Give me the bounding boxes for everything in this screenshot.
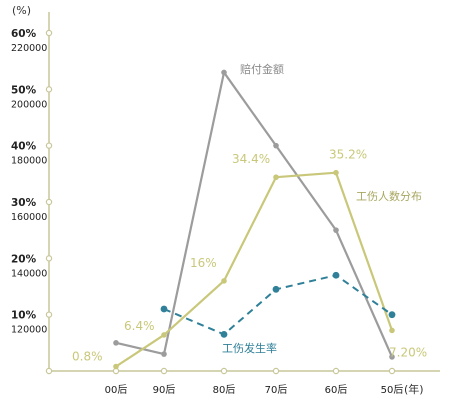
- series-name-label: 赔付金额: [240, 62, 284, 76]
- y-tick-marker: [45, 142, 53, 149]
- data-point: [332, 271, 340, 279]
- y-tick-label-amount: 140000: [11, 268, 47, 279]
- data-label: 7.20%: [389, 345, 427, 359]
- data-label: 0.8%: [72, 349, 103, 363]
- series-layer: [113, 69, 396, 370]
- data-point: [273, 142, 279, 149]
- labels-layer: 0.8% 6.4% 16% 34.4% 35.2% 7.20% 赔付金额工伤人数分布工伤发生…: [72, 62, 427, 363]
- x-tick-label: 00后: [105, 384, 128, 396]
- y-tick-marker: [45, 86, 53, 93]
- x-tick-marker: [332, 367, 340, 375]
- x-tick-marker: [160, 367, 168, 375]
- data-point: [220, 330, 228, 338]
- data-point: [113, 363, 119, 370]
- y-tick-marker: [45, 29, 53, 37]
- data-point: [160, 305, 168, 313]
- y-tick-label-amount: 180000: [11, 156, 47, 167]
- data-point: [161, 351, 167, 357]
- data-point: [161, 332, 167, 338]
- y-tick-marker: [45, 311, 53, 318]
- data-point: [113, 340, 119, 346]
- y-tick-label-amount: 200000: [11, 99, 47, 110]
- data-point: [273, 174, 279, 181]
- y-tick-label-percent: 60%: [11, 28, 37, 40]
- y-tick-marker: [45, 198, 53, 206]
- x-tick-label: 60后: [325, 384, 348, 396]
- y-tick-label-percent: 20%: [11, 253, 37, 265]
- y-tick-label-amount: 120000: [11, 325, 47, 336]
- data-point: [272, 285, 280, 293]
- y-tick-label-percent: 50%: [11, 84, 37, 96]
- y-tick-label-percent: 10%: [11, 310, 37, 322]
- series-name-label: 工伤人数分布: [356, 190, 422, 203]
- x-tick-marker: [388, 367, 396, 375]
- series-line: [115, 171, 394, 368]
- series-line: [115, 71, 394, 358]
- data-point: [333, 169, 339, 176]
- x-tick-label: 70后: [265, 384, 288, 396]
- data-point: [221, 278, 227, 284]
- y-tick-label-amount: 220000: [11, 43, 47, 54]
- origin-marker: [45, 367, 53, 375]
- y-tick-label-amount: 160000: [11, 212, 47, 223]
- data-label: 35.2%: [329, 148, 367, 162]
- x-unit-label: (年): [404, 382, 424, 396]
- y-tick-marker: [45, 255, 53, 262]
- data-point: [388, 311, 396, 319]
- data-label: 34.4%: [232, 152, 270, 166]
- y-tick-label-percent: 40%: [11, 141, 37, 153]
- x-tick-marker: [272, 367, 280, 375]
- data-label: 6.4%: [124, 319, 155, 333]
- x-tick-label: 80后: [213, 384, 236, 396]
- data-point: [389, 327, 395, 334]
- data-label: 16%: [190, 256, 217, 270]
- series-name-label: 工伤发生率: [222, 341, 277, 355]
- data-point: [221, 69, 227, 76]
- y-tick-label-percent: 30%: [11, 197, 37, 209]
- x-tick-label: 90后: [153, 384, 176, 396]
- axes-layer: (%) 60% 220000 50% 200000 40% 180000 30% 160000 2…: [11, 4, 440, 396]
- y-unit-label: (%): [12, 4, 31, 17]
- x-tick-label: 50后: [381, 384, 404, 396]
- data-point: [333, 227, 339, 233]
- data-point: [389, 354, 395, 360]
- x-tick-marker: [220, 367, 228, 375]
